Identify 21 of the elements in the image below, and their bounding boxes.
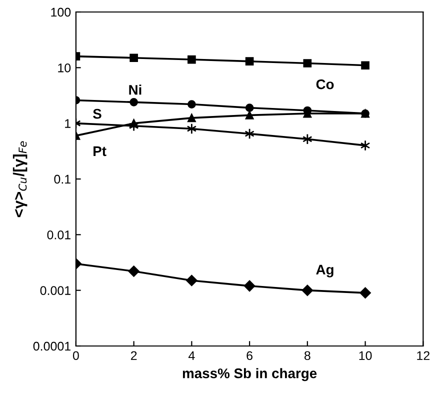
y-tick-label: 0.1 — [54, 174, 70, 184]
x-tick-label: 2 — [130, 351, 137, 360]
x-tick-label: 12 — [417, 351, 430, 360]
series-label: Ag — [316, 264, 334, 278]
y-axis-title: <γ>$_{Cu}$/[γ]$_{Fe}$ — [12, 141, 28, 218]
series-label: S — [93, 108, 102, 119]
y-tick-label: 0.001 — [40, 286, 70, 295]
x-tick-label: 10 — [359, 351, 372, 360]
x-axis-title: mass% Sb in charge — [182, 368, 317, 382]
series-label: Ni — [129, 84, 142, 95]
x-tick-label: 4 — [188, 351, 195, 360]
y-tick-label: 0.0001 — [33, 342, 70, 351]
y-tick-label: 0.01 — [47, 230, 70, 240]
series-label: Co — [316, 79, 334, 90]
y-tick-label: 10 — [58, 63, 71, 72]
x-tick-label: 8 — [304, 351, 310, 360]
x-tick-label: 0 — [72, 351, 79, 360]
y-tick-label: 1 — [65, 119, 70, 128]
series-label: Pt — [94, 146, 106, 156]
y-tick-label: 100 — [51, 8, 71, 17]
x-tick-label: 6 — [246, 351, 252, 360]
